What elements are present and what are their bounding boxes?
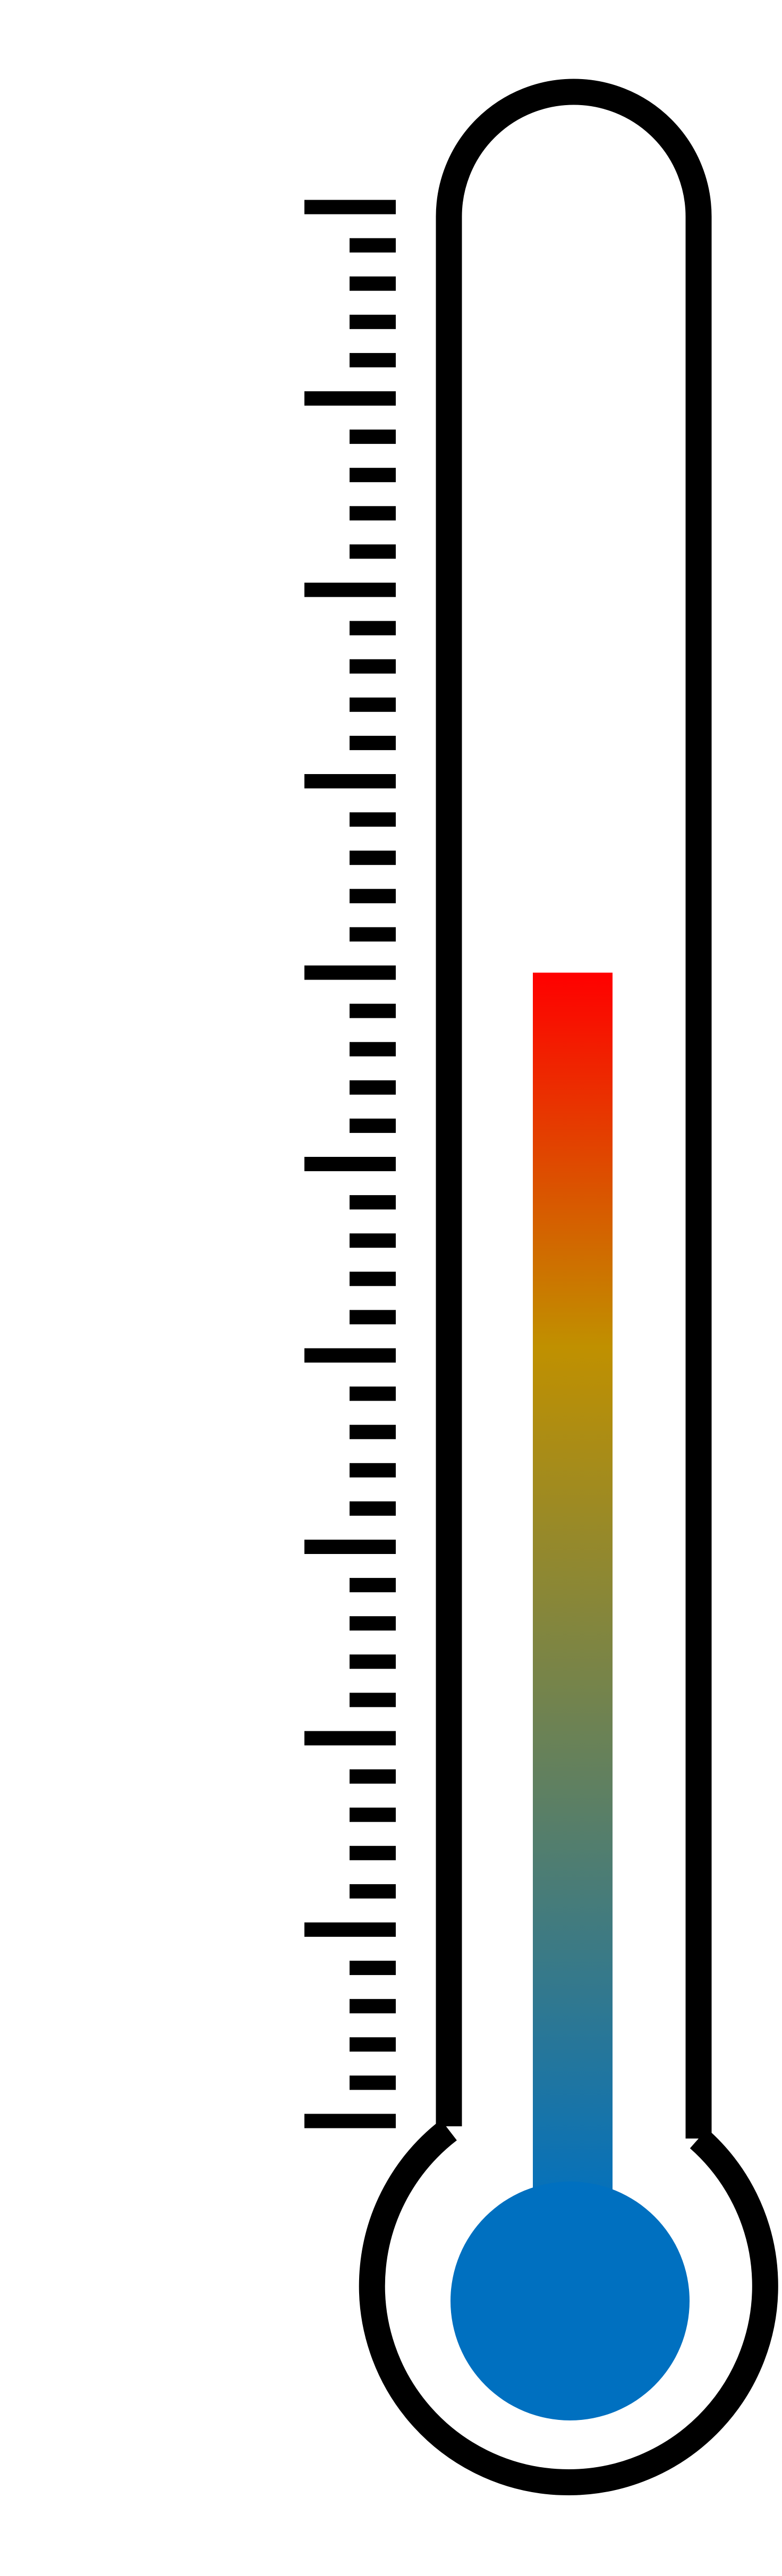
minor-tick [350,1080,396,1095]
minor-tick [350,1693,396,1707]
minor-tick [350,1272,396,1286]
minor-tick [350,851,396,865]
minor-tick [350,314,396,329]
minor-tick [350,735,396,750]
minor-tick [350,889,396,904]
minor-tick [350,1424,396,1439]
minor-tick [350,1999,396,2014]
minor-tick [350,1003,396,1018]
minor-tick [350,1463,396,1478]
minor-tick [350,468,396,483]
minor-tick [350,353,396,367]
minor-tick [350,1961,396,1976]
major-tick [304,200,396,214]
minor-tick [350,1501,396,1516]
minor-tick [350,1884,396,1899]
thermometer-bulb [450,2182,690,2420]
minor-tick [350,1845,396,1860]
major-tick [304,965,396,980]
glass-bulb-outline [359,2119,778,2495]
minor-tick [350,1807,396,1822]
minor-tick [350,2037,396,2052]
major-tick [304,391,396,406]
major-tick [304,1348,396,1363]
minor-tick [350,1654,396,1669]
major-tick [304,1731,396,1746]
minor-tick [350,276,396,291]
major-tick [304,1540,396,1554]
major-tick [304,1157,396,1171]
minor-tick [350,1578,396,1593]
thermometer-glass [359,79,778,2495]
minor-tick [350,2075,396,2090]
minor-tick [350,621,396,636]
minor-tick [350,1042,396,1057]
minor-tick [350,927,396,942]
minor-tick [350,506,396,521]
minor-tick [350,697,396,712]
minor-tick [350,1769,396,1784]
glass-tube-outline [436,79,712,2139]
minor-tick [350,1386,396,1401]
minor-tick [350,812,396,827]
minor-tick [350,1195,396,1210]
scale-ticks [304,200,396,2128]
minor-tick [350,544,396,559]
minor-tick [350,1118,396,1133]
major-tick [304,582,396,597]
major-tick [304,1922,396,1937]
minor-tick [350,1310,396,1325]
minor-tick [350,238,396,253]
major-tick [304,774,396,788]
major-tick [304,2114,396,2128]
mercury-column [533,973,613,2219]
minor-tick [350,659,396,674]
minor-tick [350,1233,396,1248]
minor-tick [350,1616,396,1631]
minor-tick [350,430,396,444]
